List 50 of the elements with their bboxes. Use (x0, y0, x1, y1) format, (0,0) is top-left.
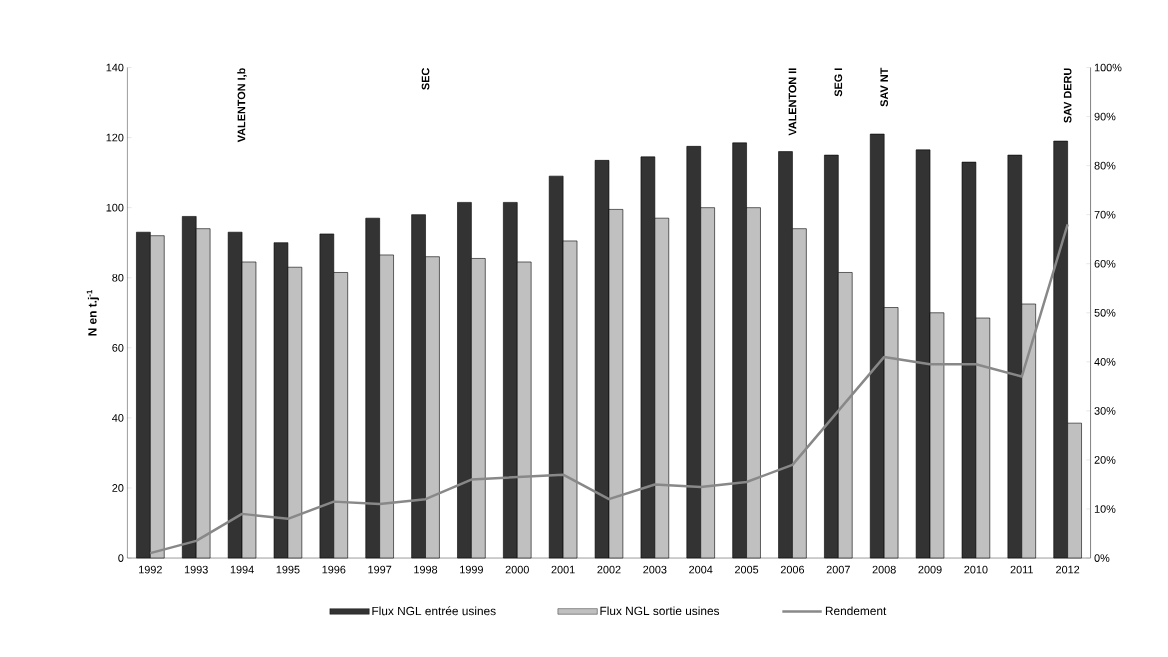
legend-label: Flux NGL entrée usines (372, 606, 496, 616)
y-axis-title: N en t.j$^{-1}$ (86, 289, 99, 336)
y2-tick-label: 60% (1094, 259, 1116, 268)
annotation: SAV DERU (1063, 68, 1072, 123)
y-tick-label: 120 (106, 133, 124, 142)
x-tick-label: 1999 (460, 565, 483, 574)
x-tick-label: 2009 (918, 565, 942, 574)
x-tick-label: 2004 (689, 565, 713, 574)
x-tick-label: 1993 (184, 565, 208, 574)
x-tick-label: 2006 (780, 565, 805, 574)
y2-tick-label: 50% (1094, 308, 1116, 317)
x-tick-label: 2008 (872, 565, 896, 574)
x-tick-label: 1998 (414, 565, 438, 574)
y2-tick-label: 80% (1094, 161, 1116, 170)
annotation: SEC (421, 67, 430, 90)
x-tick-label: 2003 (643, 565, 667, 574)
legend-label: Rendement (825, 606, 887, 615)
x-tick-label: 1992 (139, 565, 162, 574)
x-tick-label: 1995 (276, 565, 300, 574)
annotation: SEG I (834, 68, 843, 97)
y-tick-label: 40 (112, 413, 124, 422)
y-tick-label: 0 (118, 554, 124, 562)
x-tick-label: 1997 (368, 565, 392, 574)
x-tick-label: 2001 (551, 565, 575, 574)
annotation: VALENTON II (788, 68, 797, 136)
x-tick-label: 2005 (735, 565, 759, 574)
annotation: VALENTON I,b (237, 68, 247, 143)
y-tick-label: 140 (106, 63, 124, 72)
y-tick-label: 80 (112, 273, 124, 282)
y2-tick-label: 100% (1094, 63, 1122, 72)
annotation: SAV NT (880, 67, 889, 107)
y2-tick-label: 10% (1094, 504, 1116, 513)
y-tick-label: 60 (112, 343, 124, 352)
x-tick-label: 2011 (1010, 565, 1033, 574)
y2-tick-label: 90% (1094, 112, 1116, 121)
x-tick-label: 2000 (505, 565, 529, 574)
y2-tick-label: 30% (1094, 406, 1116, 415)
y-tick-label: 20 (112, 483, 124, 492)
y2-tick-label: 20% (1094, 455, 1116, 464)
x-tick-label: 2012 (1056, 565, 1080, 574)
y2-tick-label: 0% (1094, 554, 1110, 562)
x-tick-label: 1994 (230, 565, 254, 574)
x-tick-label: 2010 (964, 565, 988, 574)
x-tick-label: 2002 (597, 565, 621, 574)
y2-tick-label: 40% (1094, 357, 1116, 366)
y2-tick-label: 70% (1094, 210, 1116, 219)
legend-label: Flux NGL sortie usines (600, 606, 720, 615)
x-tick-label: 1996 (322, 565, 346, 574)
x-tick-label: 2007 (826, 565, 850, 574)
y-tick-label: 100 (106, 203, 124, 212)
